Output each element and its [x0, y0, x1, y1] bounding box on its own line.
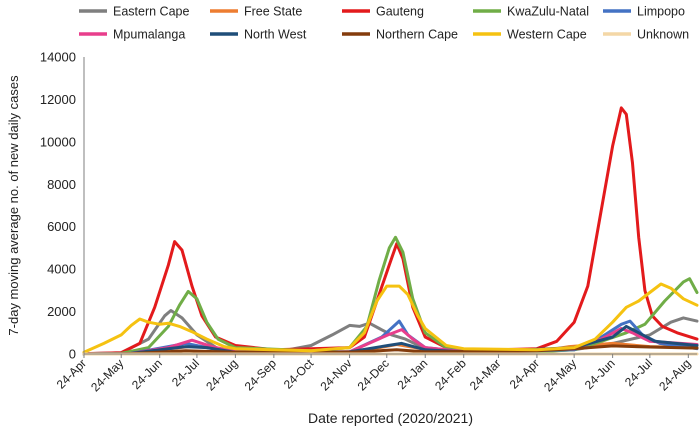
series-line-gauteng [82, 106, 699, 356]
y-tick-label: 4000 [47, 262, 76, 277]
legend: Eastern Cape Free State Gauteng KwaZulu-Nat… [79, 5, 689, 42]
legend-label-free-state: Free State [244, 5, 302, 19]
x-tick-label: 24-Oct [281, 356, 317, 392]
series-line-northern-cape [82, 344, 699, 356]
legend-label-kwazulu-natal: KwaZulu-Natal [507, 5, 589, 19]
x-tick-label: 24-Dec [355, 356, 392, 393]
x-tick-label: 24-Apr [507, 356, 542, 391]
x-tick-label: 24-Feb [432, 356, 469, 393]
legend-label-north-west: North West [244, 28, 307, 42]
x-axis-title: Date reported (2020/2021) [308, 410, 473, 426]
y-tick-label: 10000 [40, 134, 76, 149]
legend-label-limpopo: Limpopo [637, 5, 685, 19]
legend-label-unknown: Unknown [637, 28, 689, 42]
legend-label-mpumalanga: Mpumalanga [113, 28, 185, 42]
y-tick-label: 6000 [47, 219, 76, 234]
legend-label-northern-cape: Northern Cape [376, 28, 458, 42]
x-tick-label: 24-Aug [203, 356, 240, 393]
x-tick-label: 24-Jan [395, 356, 431, 392]
y-tick-label: 8000 [47, 177, 76, 192]
x-tick-label: 24-Mar [467, 356, 504, 393]
x-tick-label: 24-May [541, 356, 579, 394]
x-tick-label: 24-May [88, 356, 126, 394]
x-tick-label: 24-Jul [622, 356, 655, 389]
y-tick-labels: 0 2000 4000 6000 8000 10000 12000 14000 [40, 50, 76, 362]
y-tick-label: 2000 [47, 304, 76, 319]
legend-label-eastern-cape: Eastern Cape [113, 5, 189, 19]
x-tick-label: 24-Apr [54, 356, 89, 391]
axes [83, 57, 697, 355]
series-lines [82, 106, 699, 356]
y-tick-label: 12000 [40, 92, 76, 107]
x-tick-label: 24-Nov [317, 356, 354, 393]
x-tick-label: 24-Jun [129, 356, 165, 392]
x-tick-labels: 24-Apr 24-May 24-Jun 24-Jul 24-Aug 24-Sep 24-O… [54, 354, 693, 394]
x-tick-label: 24-Aug [656, 356, 693, 393]
x-tick-label: 24-Sep [242, 356, 279, 393]
x-tick-label: 24-Jul [169, 356, 202, 389]
y-tick-label: 14000 [40, 50, 76, 65]
y-axis-title: 7-day moving average no. of new daily ca… [6, 75, 21, 336]
legend-label-gauteng: Gauteng [376, 5, 424, 19]
series-line-western-cape [82, 282, 699, 354]
legend-label-western-cape: Western Cape [507, 28, 587, 42]
series-line-north-west [82, 324, 699, 356]
x-tick-label: 24-Jun [582, 356, 618, 392]
y-tick-label: 0 [69, 347, 76, 362]
